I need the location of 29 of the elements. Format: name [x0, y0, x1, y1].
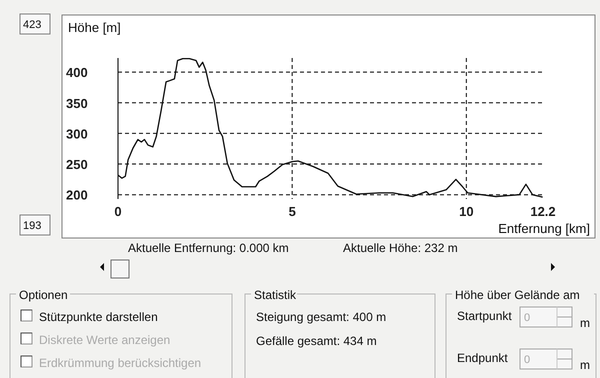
- x-axis-title: Entfernung [km]: [498, 221, 590, 236]
- text: m: [580, 316, 590, 330]
- y-axis-title: Höhe [m]: [68, 20, 121, 35]
- text: 0: [524, 354, 530, 366]
- text: Aktuelle Höhe: 232 m: [343, 241, 458, 255]
- text: Statistik: [254, 288, 298, 302]
- text: Steigung gesamt: 400 m: [256, 310, 386, 324]
- text: Startpunkt: [457, 309, 512, 323]
- text: Erdkrümmung berücksichtigen: [39, 356, 202, 370]
- text: Optionen: [19, 288, 68, 302]
- text: m: [580, 358, 590, 372]
- text: 0: [524, 312, 530, 324]
- text: Höhe über Gelände am: [455, 288, 580, 302]
- text: 423: [23, 19, 42, 31]
- text: Endpunkt: [457, 351, 508, 365]
- text: Gefälle gesamt: 434 m: [256, 334, 377, 348]
- y-tick-label: 400: [66, 65, 88, 80]
- x-tick-label: 0: [114, 204, 122, 219]
- x-tick-label: 10: [459, 204, 474, 219]
- y-tick-label: 350: [66, 96, 88, 111]
- x-tick-label: 12.2: [530, 204, 556, 219]
- text: Stützpunkte darstellen: [39, 310, 158, 324]
- text: 193: [23, 220, 42, 232]
- y-tick-label: 200: [66, 188, 88, 203]
- y-tick-label: 250: [66, 157, 88, 172]
- text: Diskrete Werte anzeigen: [39, 333, 170, 347]
- text: Aktuelle Entfernung: 0.000 km: [128, 241, 289, 255]
- y-tick-label: 300: [66, 126, 88, 142]
- x-tick-label: 5: [288, 204, 296, 219]
